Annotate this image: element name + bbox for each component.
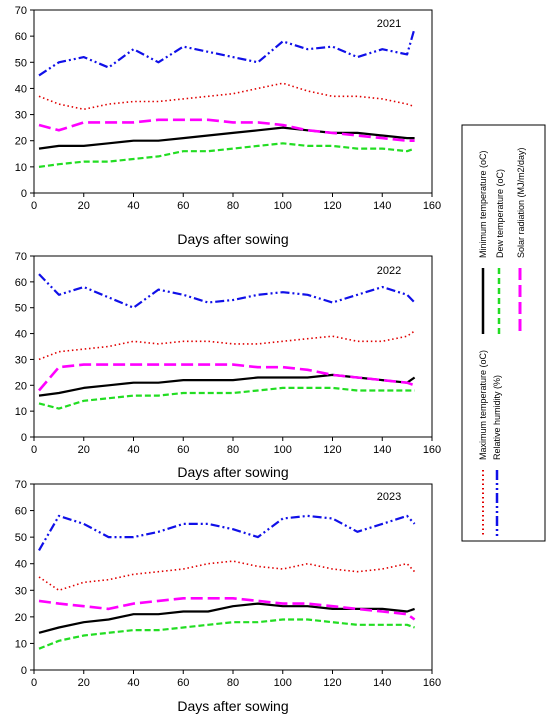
series-line-max-temp (38, 560, 416, 592)
y-tick-label: 40 (15, 329, 27, 341)
y-tick-label: 50 (15, 57, 27, 69)
x-axis-title: Days after sowing (177, 464, 288, 480)
y-tick-label: 50 (15, 303, 27, 315)
y-tick-label: 70 (15, 251, 27, 263)
y-tick-label: 40 (15, 83, 27, 95)
x-tick-label: 100 (274, 200, 292, 212)
panel-year-label: 2021 (377, 18, 401, 30)
legend-label-min-temp: Minimum temperature (oC) (478, 150, 488, 258)
series-line-max-temp (38, 330, 416, 361)
x-tick-label: 40 (127, 677, 139, 689)
legend-label-max-temp: Maximum temperature (oC) (478, 350, 488, 460)
x-tick-label: 160 (423, 200, 441, 212)
x-tick-label: 140 (373, 444, 391, 456)
y-tick-label: 40 (15, 559, 27, 571)
y-tick-label: 0 (21, 432, 27, 444)
series-line-min-temp (38, 126, 415, 150)
panel-year-label: 2023 (377, 491, 401, 503)
y-tick-label: 10 (15, 638, 27, 650)
series-line-humidity (38, 514, 416, 551)
x-tick-label: 40 (127, 444, 139, 456)
y-tick-label: 0 (21, 188, 27, 200)
x-axis: 0 20 40 60 80 100 120 140 160 (31, 437, 441, 456)
x-tick-label: 20 (78, 444, 90, 456)
y-tick-label: 10 (15, 162, 27, 174)
x-axis: 0 20 40 60 80 100 120 140 160 (31, 670, 441, 689)
legend-label-humidity: Relative humidity (%) (492, 375, 502, 460)
y-tick-label: 70 (15, 5, 27, 17)
x-tick-label: 40 (127, 200, 139, 212)
panel-year-label: 2022 (377, 265, 401, 277)
x-tick-label: 0 (31, 677, 37, 689)
y-tick-label: 50 (15, 532, 27, 544)
y-tick-label: 60 (15, 31, 27, 43)
plot-frame (33, 9, 433, 194)
x-tick-label: 120 (323, 677, 341, 689)
series-line-humidity (38, 273, 416, 309)
x-tick-label: 160 (423, 677, 441, 689)
chart-panel-2022: 0 20 40 60 80 100 120 140 160 0 10 20 30 40 50 60 70 20… (15, 251, 441, 480)
x-axis: 0 20 40 60 80 100 120 140 160 (31, 193, 441, 212)
x-tick-label: 60 (177, 200, 189, 212)
series-group (38, 514, 416, 650)
series-line-solar (38, 118, 415, 142)
x-tick-label: 80 (227, 200, 239, 212)
series-line-solar (38, 596, 416, 621)
x-tick-label: 160 (423, 444, 441, 456)
y-tick-label: 30 (15, 585, 27, 597)
plot-frame (33, 255, 433, 438)
x-tick-label: 80 (227, 444, 239, 456)
x-tick-label: 0 (31, 200, 37, 212)
y-tick-label: 60 (15, 277, 27, 289)
x-tick-label: 0 (31, 444, 37, 456)
y-axis: 0 10 20 30 40 50 60 70 (15, 5, 34, 200)
x-tick-label: 20 (78, 200, 90, 212)
y-tick-label: 20 (15, 612, 27, 624)
series-line-dew-temp (38, 386, 415, 410)
series-line-dew-temp (38, 618, 415, 650)
legend-frame (461, 124, 546, 542)
x-tick-label: 100 (274, 444, 292, 456)
y-tick-label: 20 (15, 136, 27, 148)
x-tick-label: 140 (373, 677, 391, 689)
y-tick-label: 20 (15, 380, 27, 392)
x-tick-label: 120 (323, 200, 341, 212)
series-group (38, 273, 416, 410)
x-tick-label: 20 (78, 677, 90, 689)
chart-panel-2023: 0 20 40 60 80 100 120 140 160 0 10 20 30 40 50 60 70 20… (15, 479, 441, 714)
plot-frame (33, 483, 433, 671)
x-tick-label: 100 (274, 677, 292, 689)
y-tick-label: 30 (15, 354, 27, 366)
y-tick-label: 10 (15, 406, 27, 418)
legend-label-solar: Solar radiation (MJ/m2/day) (516, 147, 526, 258)
x-tick-label: 140 (373, 200, 391, 212)
x-tick-label: 60 (177, 677, 189, 689)
x-tick-label: 60 (177, 444, 189, 456)
legend-label-dew-temp: Dew temperature (oC) (495, 169, 505, 258)
y-tick-label: 0 (21, 665, 27, 677)
chart-panel-2021: 0 20 40 60 80 100 120 140 160 0 10 20 30 40 50 60 70 20… (15, 5, 441, 247)
series-line-min-temp (38, 373, 416, 397)
x-tick-label: 120 (323, 444, 341, 456)
series-line-humidity (38, 27, 416, 77)
y-axis: 0 10 20 30 40 50 60 70 (15, 479, 34, 677)
series-line-solar (38, 363, 416, 392)
x-axis-title: Days after sowing (177, 231, 288, 247)
y-axis: 0 10 20 30 40 50 60 70 (15, 251, 34, 444)
x-tick-label: 80 (227, 677, 239, 689)
series-line-dew-temp (38, 142, 415, 168)
legend: Maximum temperature (oC) Relative humidi… (461, 124, 546, 542)
y-tick-label: 30 (15, 110, 27, 122)
y-tick-label: 70 (15, 479, 27, 491)
series-group (38, 27, 416, 168)
x-axis-title: Days after sowing (177, 698, 288, 714)
y-tick-label: 60 (15, 506, 27, 518)
series-line-max-temp (38, 82, 415, 111)
